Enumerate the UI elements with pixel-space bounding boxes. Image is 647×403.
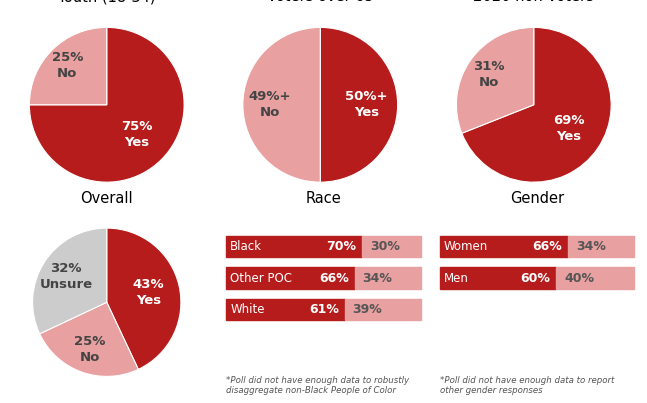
Title: 2020 non-voters: 2020 non-voters	[474, 0, 594, 4]
Title: Youth (18-34): Youth (18-34)	[58, 0, 156, 4]
Text: 60%: 60%	[521, 272, 551, 285]
Text: Women: Women	[444, 240, 488, 253]
Text: 75%
Yes: 75% Yes	[121, 120, 153, 150]
Bar	[345, 299, 421, 320]
Text: White: White	[230, 303, 265, 316]
Text: 34%: 34%	[362, 272, 392, 285]
Text: Other POC: Other POC	[230, 272, 292, 285]
Bar	[568, 236, 634, 257]
Text: 31%
No: 31% No	[473, 60, 505, 89]
Text: 25%
No: 25% No	[74, 335, 105, 364]
Bar	[226, 268, 355, 289]
Text: 66%: 66%	[532, 240, 562, 253]
Bar	[556, 268, 634, 289]
Wedge shape	[29, 27, 107, 105]
Text: 43%
Yes: 43% Yes	[133, 278, 164, 307]
Text: 70%: 70%	[327, 240, 356, 253]
Wedge shape	[32, 228, 107, 334]
Text: 69%
Yes: 69% Yes	[553, 114, 585, 143]
Text: 30%: 30%	[370, 240, 400, 253]
Text: Black: Black	[230, 240, 262, 253]
Text: 32%
Unsure: 32% Unsure	[39, 262, 93, 291]
Text: 40%: 40%	[564, 272, 594, 285]
Text: *Poll did not have enough data to report
other gender responses: *Poll did not have enough data to report…	[440, 376, 615, 395]
Bar	[226, 236, 362, 257]
Text: 39%: 39%	[353, 303, 382, 316]
Text: 34%: 34%	[576, 240, 606, 253]
Wedge shape	[456, 27, 534, 133]
Wedge shape	[320, 27, 398, 182]
Bar	[355, 268, 421, 289]
Text: 49%+
No: 49%+ No	[248, 90, 291, 119]
Wedge shape	[107, 228, 181, 369]
Bar	[440, 268, 556, 289]
Bar	[440, 236, 568, 257]
Text: 61%: 61%	[309, 303, 339, 316]
Text: 66%: 66%	[319, 272, 349, 285]
Bar	[226, 299, 345, 320]
Title: Race: Race	[305, 191, 342, 206]
Bar	[362, 236, 421, 257]
Title: Overall: Overall	[80, 191, 133, 206]
Wedge shape	[243, 27, 320, 182]
Wedge shape	[462, 27, 611, 182]
Text: Men: Men	[444, 272, 468, 285]
Title: Voters over 65: Voters over 65	[267, 0, 373, 4]
Text: 25%
No: 25% No	[52, 51, 83, 80]
Text: *Poll did not have enough data to robustly
disaggregate non-Black People of Colo: *Poll did not have enough data to robust…	[226, 376, 410, 395]
Title: Gender: Gender	[510, 191, 564, 206]
Wedge shape	[39, 302, 138, 376]
Wedge shape	[29, 27, 184, 182]
Text: 50%+
Yes: 50%+ Yes	[345, 90, 388, 119]
